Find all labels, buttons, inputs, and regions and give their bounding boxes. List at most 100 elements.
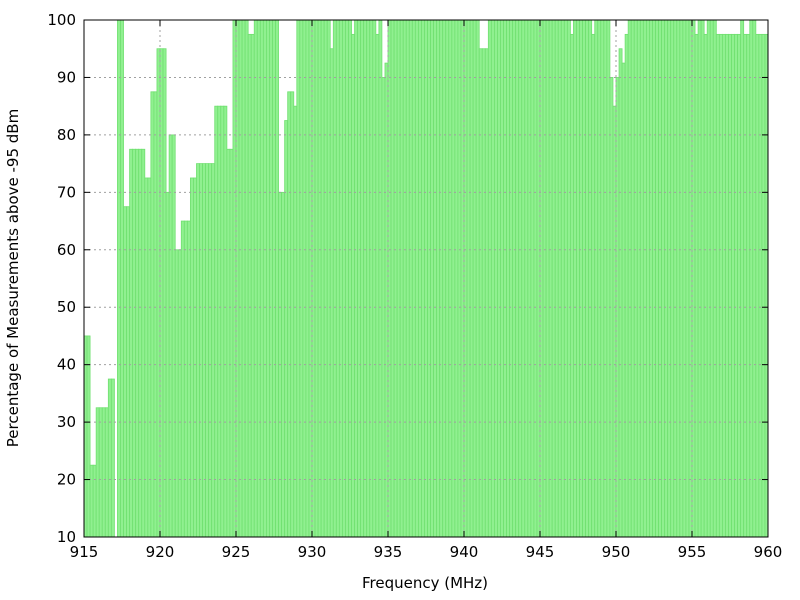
x-tick-label: 950	[602, 543, 631, 561]
bar	[272, 19, 276, 538]
bar	[661, 19, 666, 538]
bar	[639, 19, 644, 538]
bar	[503, 19, 507, 538]
bar	[345, 19, 349, 538]
bar	[649, 19, 653, 538]
bar	[117, 19, 121, 538]
bar	[171, 134, 176, 538]
bar	[132, 148, 137, 538]
x-tick-label: 940	[450, 543, 479, 561]
bar	[369, 19, 374, 538]
bar	[603, 19, 608, 538]
bar	[685, 19, 690, 538]
bar	[244, 19, 249, 538]
bar	[454, 19, 459, 538]
bar	[582, 19, 586, 538]
bar	[174, 249, 179, 538]
bar	[566, 19, 571, 538]
bar	[144, 177, 149, 538]
bar	[606, 19, 611, 538]
bar	[731, 33, 735, 538]
bar	[694, 33, 699, 538]
bar	[697, 19, 702, 538]
bar	[463, 19, 468, 538]
bar	[524, 19, 529, 538]
bar	[217, 105, 222, 538]
bar	[630, 19, 635, 538]
bar	[682, 19, 687, 538]
bar	[98, 407, 103, 538]
bar	[408, 19, 413, 538]
bar	[521, 19, 526, 538]
bar	[269, 19, 273, 538]
bar	[135, 148, 140, 538]
bar	[430, 19, 434, 538]
bar	[110, 378, 115, 538]
y-tick-label: 80	[57, 126, 76, 144]
y-tick-label: 60	[57, 241, 76, 259]
bar	[348, 19, 352, 538]
bar	[287, 91, 292, 538]
bar	[335, 19, 340, 538]
bar	[411, 19, 416, 538]
bar	[256, 19, 261, 538]
bar	[153, 91, 158, 538]
bar	[688, 19, 693, 538]
x-tick-label: 960	[754, 543, 783, 561]
bar	[375, 33, 380, 538]
bar	[259, 19, 264, 538]
bar	[551, 19, 556, 538]
bar	[594, 19, 599, 538]
bar	[123, 206, 127, 538]
bar	[579, 19, 583, 538]
bar	[652, 19, 656, 538]
bar	[621, 62, 626, 538]
bar	[360, 19, 365, 538]
bar	[530, 19, 535, 538]
x-tick-label: 925	[222, 543, 251, 561]
bar	[664, 19, 669, 538]
bar	[442, 19, 447, 538]
bar	[737, 33, 742, 538]
bar	[646, 19, 650, 538]
bar	[241, 19, 246, 538]
bar	[104, 407, 109, 538]
bar	[354, 19, 358, 538]
bar	[226, 148, 231, 538]
bar	[120, 19, 124, 538]
x-tick-label: 935	[374, 543, 403, 561]
bar	[445, 19, 450, 538]
bar	[709, 19, 714, 538]
x-tick-label: 920	[146, 543, 175, 561]
bar	[165, 191, 170, 538]
bar	[722, 33, 726, 538]
bar	[311, 19, 316, 538]
bar	[417, 19, 422, 538]
bar	[162, 48, 167, 538]
bar	[363, 19, 368, 538]
bar	[107, 378, 112, 538]
bar	[320, 19, 325, 538]
bar	[421, 19, 425, 538]
bar	[481, 48, 486, 538]
bar	[299, 19, 304, 538]
bar	[506, 19, 510, 538]
bar	[414, 19, 419, 538]
bar	[670, 19, 675, 538]
bar	[275, 19, 279, 538]
bar	[439, 19, 444, 538]
bar	[536, 19, 541, 538]
bar	[220, 105, 225, 538]
bar	[186, 220, 191, 538]
y-tick-label: 20	[57, 471, 76, 489]
bar	[196, 163, 200, 538]
bar	[478, 48, 483, 538]
bar	[725, 33, 729, 538]
bar	[253, 19, 258, 538]
bar	[284, 120, 289, 538]
bar	[676, 19, 681, 538]
bar	[433, 19, 438, 538]
bar	[691, 19, 696, 538]
bar	[92, 464, 97, 538]
